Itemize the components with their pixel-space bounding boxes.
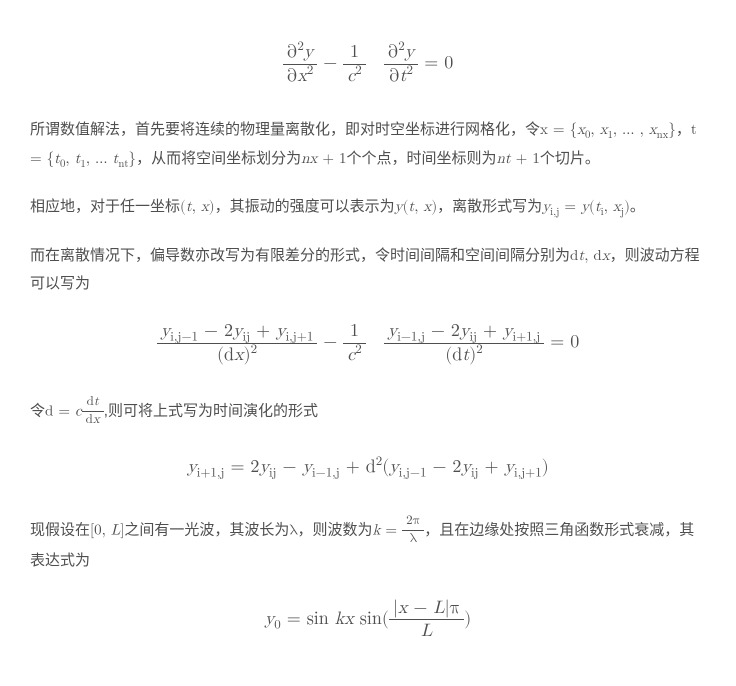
paragraph-finite-diff: 而在离散情况下，偏导数亦改写为有限差分的形式，令时间间隔和空间间隔分别为dt, … bbox=[30, 242, 706, 299]
paragraph-assume: 现假设在[0, L]之间有一光波，其波长为λ，则波数为k = 2πλ，且在边缘处… bbox=[30, 514, 706, 575]
equation-time-evolution: yi+1,j = 2yij − yi−1,j + d2(yi,j−1 − 2yi… bbox=[30, 450, 706, 484]
equation-y0: y0 = sin kx sin(|x − L|πL) bbox=[30, 598, 706, 642]
equation-discrete: yi,j−1 − 2yij + yi,j+1(dx)2 − 1c2 yi−1,j… bbox=[30, 321, 706, 365]
equation-wave-pde: ∂2y∂x2 − 1c2 ∂2y∂t2 = 0 bbox=[30, 42, 706, 86]
paragraph-let-d: 令d = cdtdx,则可将上式写为时间演化的形式 bbox=[30, 395, 706, 428]
paragraph-yij: 相应地，对于任一坐标(t, x)，其振动的强度可以表示为y(t, x)，离散形式… bbox=[30, 193, 706, 222]
paragraph-discretize: 所谓数值解法，首先要将连续的物理量离散化，即对时空坐标进行网格化，令x = {x… bbox=[30, 116, 706, 173]
